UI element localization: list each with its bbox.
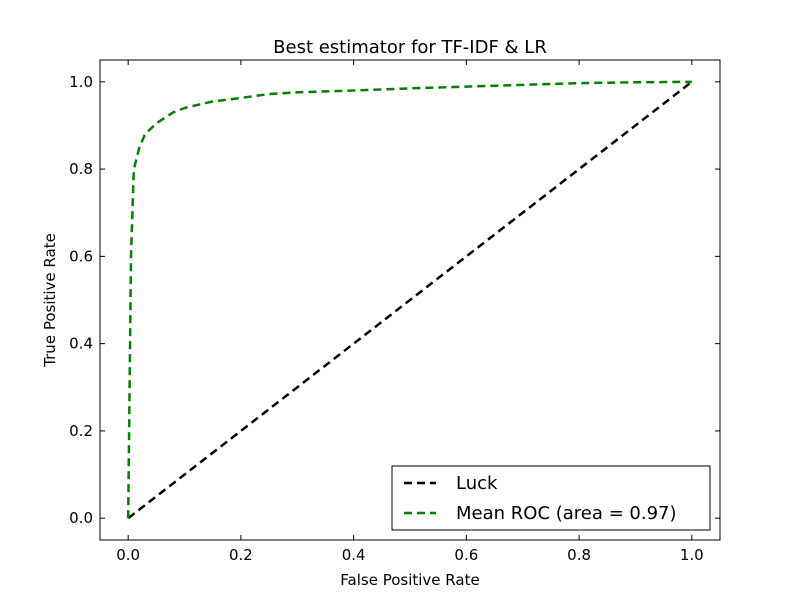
series-layer <box>126 80 693 520</box>
x-tick-label: 0.8 <box>567 546 591 564</box>
y-tick-label: 0.0 <box>69 509 93 527</box>
x-tick-label: 0.4 <box>342 546 366 564</box>
x-axis-label: False Positive Rate <box>340 571 479 589</box>
luck-line <box>127 80 693 520</box>
y-tick-label: 1.0 <box>69 73 93 91</box>
y-tick-label: 0.6 <box>69 247 93 265</box>
y-tick-label: 0.8 <box>69 160 93 178</box>
x-tick-label: 1.0 <box>680 546 704 564</box>
mean-roc-line <box>126 80 692 519</box>
legend-label: Mean ROC (area = 0.97) <box>456 503 677 524</box>
y-axis-label: True Positive Rate <box>41 233 59 368</box>
y-tick-label: 0.2 <box>69 422 93 440</box>
legend: Luck Mean ROC (area = 0.97) <box>391 465 711 531</box>
x-tick-label: 0.0 <box>116 546 140 564</box>
y-tick-label: 0.4 <box>69 335 93 353</box>
chart-title: Best estimator for TF-IDF & LR <box>273 37 547 58</box>
legend-box <box>391 465 711 531</box>
axis-ticks: 0.0 0.2 0.4 0.6 0.8 1.0 0.0 0.2 0.4 0.6 0.8 1.0 <box>69 60 720 564</box>
legend-label: Luck <box>456 473 498 494</box>
x-tick-label: 0.6 <box>454 546 478 564</box>
x-tick-label: 0.2 <box>229 546 253 564</box>
